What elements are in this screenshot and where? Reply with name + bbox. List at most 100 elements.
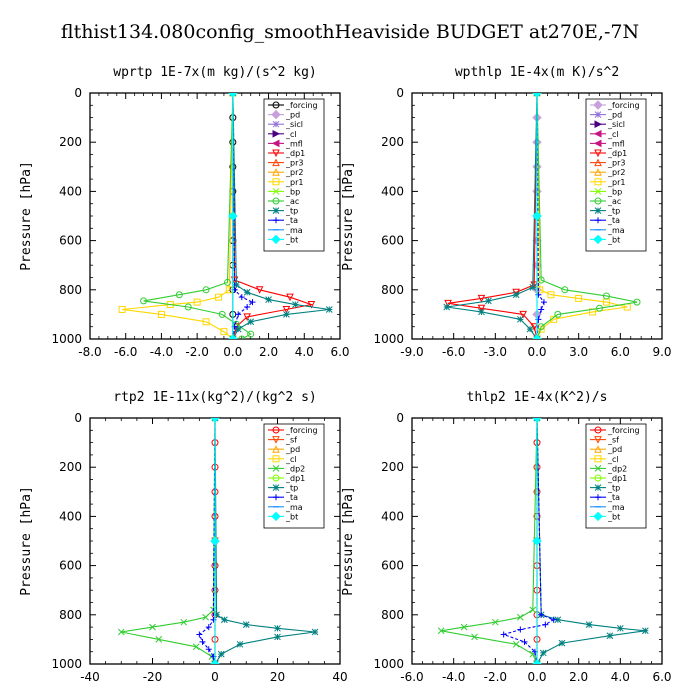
legend-marker [272, 436, 280, 444]
legend-entry: _cl [285, 130, 297, 139]
x-tick-label: -3.0 [484, 345, 507, 359]
y-tick-label: 600 [381, 234, 404, 248]
y-tick-label: 200 [381, 135, 404, 149]
y-tick-label: 0 [74, 411, 82, 425]
x-tick-label: -8.0 [78, 345, 101, 359]
x-tick-label: 2.0 [569, 670, 588, 684]
data-point-tp [242, 621, 250, 628]
legend-entry: _forcing [607, 101, 640, 110]
x-tick-label: 9.0 [652, 345, 671, 359]
legend-entry: _bt [285, 235, 298, 244]
data-point-dp2 [512, 640, 520, 648]
data-point-ac [238, 335, 246, 339]
legend-marker [594, 445, 602, 453]
legend-marker [594, 120, 603, 129]
data-point-tp [558, 639, 566, 647]
data-point-dp2 [155, 636, 163, 643]
x-tick-label: 20 [270, 670, 285, 684]
legend-entry: _forcing [607, 426, 640, 435]
data-point-bt [210, 659, 220, 664]
legend-entry: _pd [285, 111, 300, 120]
legend-entry: _tp [607, 207, 620, 216]
data-point-tp [512, 291, 520, 299]
data-point-dp2 [437, 627, 445, 635]
legend: _forcing_sf_pd_cl_dp2_dp1_tp_ta_ma_bt [263, 423, 325, 529]
y-tick-label: 0 [74, 86, 82, 100]
legend-entry: _dp2 [607, 464, 627, 473]
data-point-ta [249, 299, 256, 306]
legend-marker [594, 474, 602, 482]
data-point-ta [238, 294, 245, 301]
data-point-dp1 [255, 286, 264, 294]
data-point-tp [234, 325, 242, 333]
data-point-ta [199, 638, 206, 645]
legend-entry: _pr2 [607, 168, 625, 177]
data-point-ac [554, 310, 562, 318]
legend-entry: _pr1 [607, 178, 625, 187]
y-tick-label: 0 [396, 411, 404, 425]
data-point-tp [221, 616, 228, 624]
x-tick-label: -40 [80, 670, 100, 684]
y-tick-label: 0 [396, 86, 404, 100]
chart-panel-2: wpthlp 1E-4x(m K)/s^2 Pressure [hPa] -9.0 -… [341, 65, 672, 359]
legend-marker [272, 484, 280, 491]
y-tick-label: 800 [59, 283, 82, 297]
legend-marker [271, 511, 281, 522]
series-line-pr1 [536, 93, 628, 339]
legend-marker [272, 120, 280, 128]
data-point-ac [202, 286, 210, 294]
data-point-tp [274, 633, 281, 641]
data-point-dp2 [117, 628, 125, 636]
legend-marker [272, 465, 280, 472]
data-point-bt [532, 211, 542, 221]
y-tick-label: 200 [59, 460, 82, 474]
legend-marker [273, 217, 279, 224]
series-line-ac [143, 93, 252, 339]
data-point-tp [247, 318, 255, 326]
data-point-ta [550, 616, 557, 623]
data-point-tp [443, 303, 451, 311]
data-point-tp [606, 632, 614, 640]
data-point-tp [274, 624, 281, 632]
series-line-tp [214, 418, 316, 664]
data-point-ac [602, 292, 610, 300]
legend-entry: _bp [285, 187, 300, 196]
x-tick-label: 0 [211, 670, 219, 684]
x-tick-label: -6.0 [400, 670, 423, 684]
legend-marker [272, 445, 280, 453]
x-tick-label: -6.0 [442, 345, 465, 359]
data-point-dp2 [529, 606, 537, 614]
series-line-dp2 [441, 418, 538, 664]
series-line-tp [232, 93, 330, 339]
data-point-ta [205, 646, 212, 653]
legend-marker [272, 197, 280, 205]
legend-marker [271, 234, 281, 245]
legend-marker [593, 139, 602, 148]
data-point-tp [641, 627, 649, 635]
series-line-ta [536, 93, 545, 339]
legend-entry: _dp2 [285, 464, 305, 473]
legend-entry: _ma [285, 226, 303, 235]
legend-entry: _ta [607, 493, 620, 502]
legend-marker [594, 149, 602, 158]
legend-entry: _pd [285, 445, 300, 454]
legend-entry: _pr3 [607, 159, 625, 168]
data-point-tp [539, 649, 547, 657]
legend-marker [272, 168, 280, 176]
y-axis-label: Pressure [hPa] [19, 486, 34, 596]
data-point-dp1 [477, 294, 486, 303]
legend-marker [594, 426, 602, 434]
legend-entry: _bp [607, 187, 622, 196]
x-tick-label: -2.0 [185, 345, 208, 359]
legend-entry: _sf [285, 436, 297, 445]
series-line-ac [536, 93, 638, 339]
x-tick-label: 0.0 [527, 670, 546, 684]
legend-entry: _sicl [607, 120, 625, 129]
data-point-bt [210, 536, 220, 546]
data-point-ac [247, 330, 255, 338]
data-point-tp [233, 281, 240, 289]
data-point-pr1 [202, 318, 210, 326]
panel-title: thlp2 1E-4x(K^2)/s [467, 390, 608, 405]
legend-entry: _dp1 [607, 474, 627, 483]
legend-entry: _forcing [285, 426, 318, 435]
